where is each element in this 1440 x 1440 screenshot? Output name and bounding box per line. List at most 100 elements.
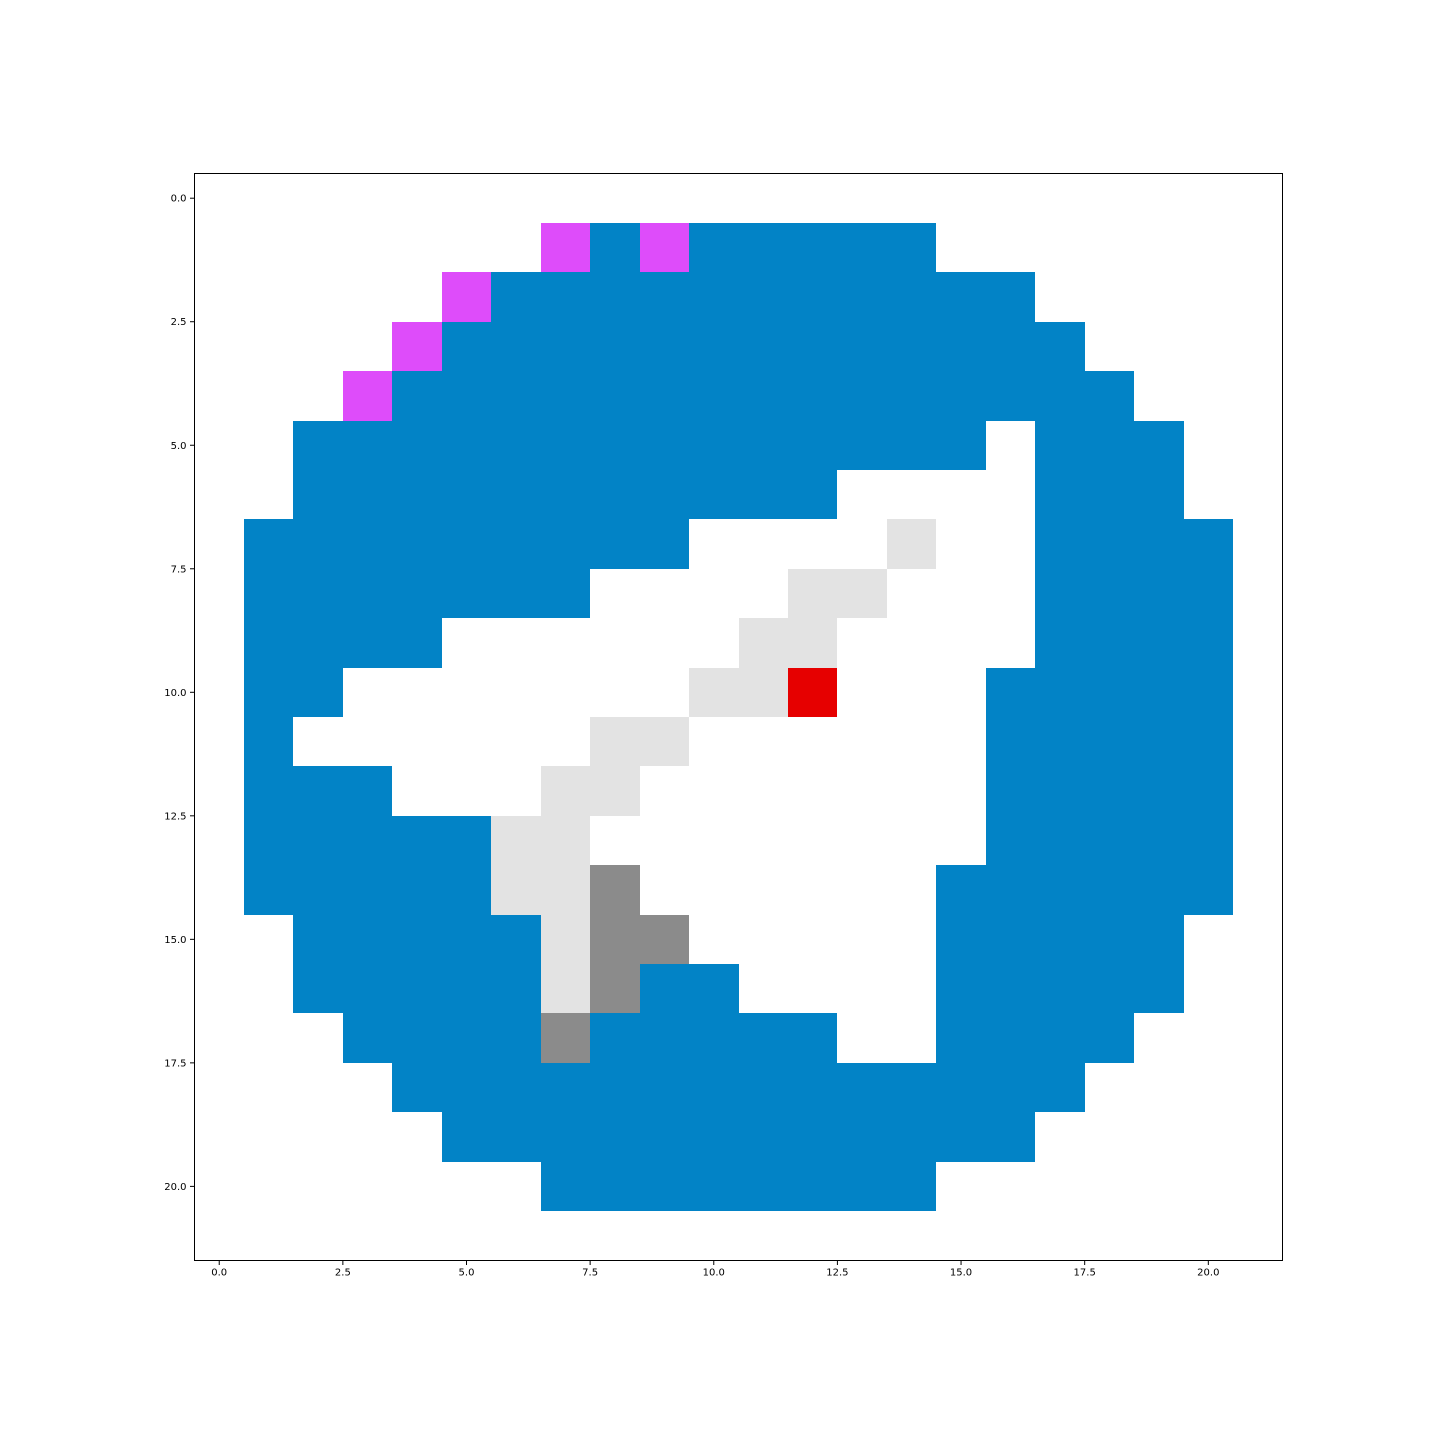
heatmap-cell xyxy=(491,1211,541,1261)
heatmap-cell xyxy=(1134,717,1184,766)
heatmap-cell xyxy=(936,272,986,322)
heatmap-cell xyxy=(392,964,442,1013)
heatmap-cell xyxy=(1085,519,1134,569)
heatmap-cell xyxy=(1035,915,1085,964)
heatmap-cell xyxy=(739,915,788,964)
heatmap-cell xyxy=(640,717,689,766)
heatmap-cell xyxy=(1085,964,1134,1013)
heatmap-cell xyxy=(1035,1211,1085,1261)
heatmap-cell xyxy=(887,1211,936,1261)
heatmap-cell xyxy=(640,668,689,717)
heatmap-cell xyxy=(392,174,442,223)
heatmap-cell xyxy=(1085,816,1134,865)
heatmap-cell xyxy=(1035,1063,1085,1112)
heatmap-cell xyxy=(442,865,491,915)
heatmap-cell xyxy=(244,668,293,717)
heatmap-cell xyxy=(244,1063,293,1112)
heatmap-cell xyxy=(1134,371,1184,421)
heatmap-cell xyxy=(343,618,392,668)
heatmap-cell xyxy=(541,470,590,519)
heatmap-cell xyxy=(640,223,689,272)
heatmap-cell xyxy=(392,371,442,421)
heatmap-cell xyxy=(788,322,837,371)
heatmap-cell xyxy=(442,1211,491,1261)
heatmap-cell xyxy=(936,371,986,421)
heatmap-cell xyxy=(788,569,837,618)
heatmap-cell xyxy=(244,470,293,519)
heatmap-cell xyxy=(788,816,837,865)
heatmap-cell xyxy=(689,569,739,618)
heatmap-cell xyxy=(640,816,689,865)
heatmap-cell xyxy=(1184,668,1233,717)
heatmap-cell xyxy=(541,519,590,569)
heatmap-cell xyxy=(244,1162,293,1211)
heatmap-cell xyxy=(195,174,244,223)
heatmap-cell xyxy=(1184,569,1233,618)
y-tick-label: 10.0 xyxy=(164,688,186,699)
heatmap-cell xyxy=(1184,223,1233,272)
y-tick-label: 15.0 xyxy=(164,935,186,946)
heatmap-cell xyxy=(590,1162,640,1211)
heatmap-cell xyxy=(343,1112,392,1162)
heatmap-cell xyxy=(491,865,541,915)
heatmap-cell xyxy=(541,915,590,964)
heatmap-cell xyxy=(788,1211,837,1261)
heatmap-cell xyxy=(986,1063,1035,1112)
heatmap-cell xyxy=(541,766,590,816)
y-tick-label: 7.5 xyxy=(171,564,187,575)
heatmap-cell xyxy=(739,668,788,717)
heatmap-cell xyxy=(1085,668,1134,717)
heatmap-cell xyxy=(195,371,244,421)
heatmap-cell xyxy=(343,519,392,569)
heatmap-cell xyxy=(837,668,887,717)
heatmap-cell xyxy=(590,618,640,668)
heatmap-cell xyxy=(343,272,392,322)
x-tick-label: 20.0 xyxy=(1197,1268,1219,1279)
x-tick-label: 12.5 xyxy=(826,1268,848,1279)
heatmap-cell xyxy=(936,964,986,1013)
heatmap-cell xyxy=(1134,569,1184,618)
heatmap-cell xyxy=(293,1162,343,1211)
heatmap-cell xyxy=(590,272,640,322)
heatmap-cell xyxy=(936,569,986,618)
heatmap-cell xyxy=(491,569,541,618)
heatmap-cell xyxy=(244,569,293,618)
heatmap-cell xyxy=(343,223,392,272)
heatmap-cell xyxy=(837,1211,887,1261)
heatmap-cell xyxy=(491,174,541,223)
heatmap-cell xyxy=(837,322,887,371)
heatmap-cell xyxy=(392,223,442,272)
y-tick-label: 17.5 xyxy=(164,1058,186,1069)
heatmap-cell xyxy=(936,470,986,519)
heatmap-cell xyxy=(1085,569,1134,618)
heatmap-cell xyxy=(739,519,788,569)
heatmap-cell xyxy=(837,865,887,915)
heatmap-cell xyxy=(837,766,887,816)
heatmap-cell xyxy=(986,470,1035,519)
x-axis: 0.0 2.5 5.0 7.5 10.0 12.5 15.0 17.5 20.0 xyxy=(211,1260,1219,1279)
heatmap-cell xyxy=(541,174,590,223)
heatmap-cell xyxy=(1085,223,1134,272)
x-tick-label: 2.5 xyxy=(335,1268,351,1279)
heatmap-cell xyxy=(640,569,689,618)
heatmap-cell xyxy=(293,816,343,865)
heatmap-cell xyxy=(590,964,640,1013)
heatmap-cell xyxy=(392,915,442,964)
heatmap-cell xyxy=(1134,766,1184,816)
heatmap-cell xyxy=(244,174,293,223)
heatmap-cell xyxy=(986,569,1035,618)
heatmap-cell xyxy=(442,816,491,865)
heatmap-cell xyxy=(887,1112,936,1162)
heatmap-cell xyxy=(195,717,244,766)
heatmap-cell xyxy=(936,766,986,816)
heatmap-cell xyxy=(293,470,343,519)
heatmap-cell xyxy=(590,1112,640,1162)
heatmap-cell xyxy=(392,272,442,322)
heatmap-cell xyxy=(244,766,293,816)
heatmap-cell xyxy=(392,569,442,618)
heatmap-cell xyxy=(640,766,689,816)
heatmap-cell xyxy=(195,618,244,668)
heatmap-cell xyxy=(293,668,343,717)
heatmap-cell xyxy=(1085,1063,1134,1112)
heatmap-cell xyxy=(936,322,986,371)
